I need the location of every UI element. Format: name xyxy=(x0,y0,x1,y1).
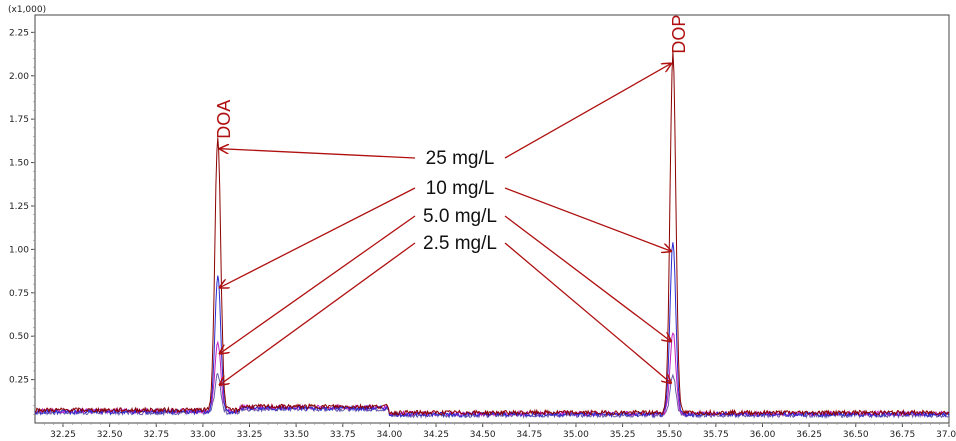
y-tick-label: 1.00 xyxy=(9,245,29,255)
y-scale-label: (x1,000) xyxy=(8,5,46,15)
arrow-to-doa xyxy=(220,187,416,288)
x-tick-label: 36.00 xyxy=(750,430,776,440)
x-axis: 32.25 32.50 32.75 33.00 33.25 33.50 33.75 34.00… xyxy=(44,423,956,440)
x-tick-label: 33.00 xyxy=(190,430,216,440)
x-tick-label: 36.25 xyxy=(796,430,822,440)
x-tick-label: 34.50 xyxy=(470,430,496,440)
chromatogram-traces xyxy=(34,51,950,420)
x-tick-label: 32.25 xyxy=(50,430,76,440)
arrow-to-doa xyxy=(220,242,416,385)
y-tick-label: 0.50 xyxy=(9,332,29,342)
y-axis: 0.25 0.50 0.75 1.00 1.25 1.50 1.75 2.00 2.25 xyxy=(9,28,35,415)
concentration-label: 25 mg/L xyxy=(426,148,495,169)
x-tick-label: 34.00 xyxy=(377,430,403,440)
y-tick-label: 2.00 xyxy=(9,72,29,82)
y-tick-label: 2.25 xyxy=(9,28,29,38)
x-tick-label: 33.50 xyxy=(283,430,309,440)
x-tick-label: 35.50 xyxy=(656,430,682,440)
arrow-to-doa xyxy=(220,215,416,354)
y-tick-label: 1.25 xyxy=(9,202,29,212)
arrow-to-dop xyxy=(504,215,671,341)
x-tick-label: 35.75 xyxy=(703,430,729,440)
x-tick-label: 36.50 xyxy=(843,430,869,440)
y-tick-label: 1.50 xyxy=(9,159,29,169)
concentration-label: 10 mg/L xyxy=(426,178,495,199)
x-tick-label: 33.75 xyxy=(330,430,356,440)
arrow-to-dop xyxy=(504,64,671,159)
y-tick-label: 0.25 xyxy=(9,376,29,386)
x-tick-label: 35.25 xyxy=(610,430,636,440)
x-tick-label: 34.25 xyxy=(423,430,449,440)
trace-25-mg-l xyxy=(34,51,950,417)
concentration-label: 2.5 mg/L xyxy=(423,233,497,254)
arrow-to-dop xyxy=(504,242,671,383)
peak-label-doa: DOA xyxy=(214,100,234,139)
arrow-to-dop xyxy=(504,187,671,251)
x-tick-label: 34.75 xyxy=(516,430,542,440)
plot-frame xyxy=(34,14,950,424)
annotation-arrows xyxy=(220,64,671,385)
x-tick-label: 36.75 xyxy=(889,430,915,440)
y-tick-label: 1.75 xyxy=(9,115,29,125)
x-tick-label: 35.00 xyxy=(563,430,589,440)
x-tick-label: 32.75 xyxy=(143,430,169,440)
peak-label-dop: DOP xyxy=(669,15,689,54)
annotation-labels: DOA DOP 25 mg/L 10 mg/L 5.0 mg/L 2.5 mg/L xyxy=(214,15,689,254)
x-tick-label: 37.00 xyxy=(936,430,956,440)
x-tick-label: 32.50 xyxy=(97,430,123,440)
concentration-label: 5.0 mg/L xyxy=(423,206,497,227)
x-tick-label: 33.25 xyxy=(237,430,263,440)
arrow-to-doa xyxy=(220,149,416,159)
y-tick-label: 0.75 xyxy=(9,289,29,299)
